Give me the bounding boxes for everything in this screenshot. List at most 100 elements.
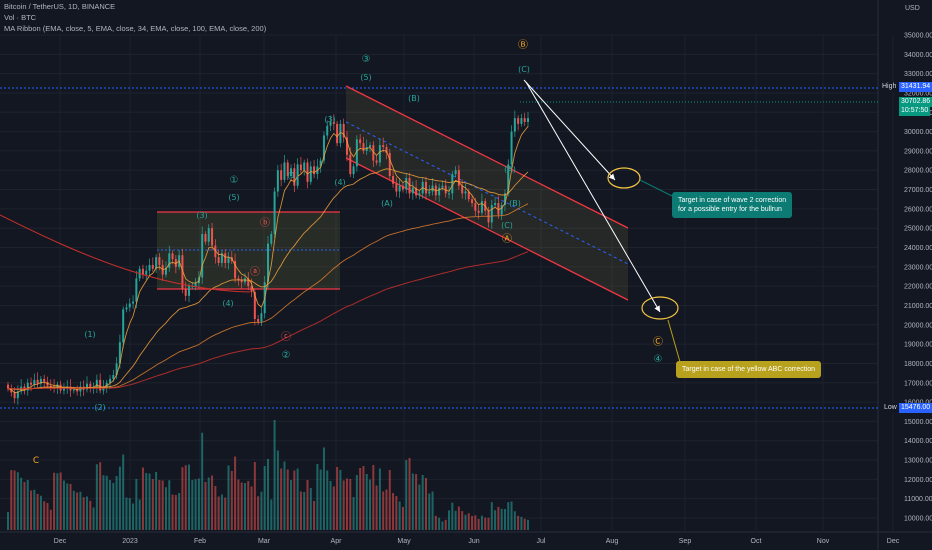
candle-body [148, 264, 151, 271]
volume-bar [326, 470, 329, 530]
volume-bar [474, 515, 477, 530]
volume-bar [128, 498, 131, 530]
volume-bar [286, 469, 289, 530]
price-tick-label: 30000.00 [904, 129, 932, 136]
candle-body [520, 118, 523, 124]
volume-bar [89, 500, 92, 530]
volume-bar [428, 493, 431, 530]
candle-body [102, 387, 105, 391]
candle-body [30, 382, 33, 385]
volume-bar [355, 475, 358, 530]
volume-bar [85, 496, 88, 530]
volume-bar [313, 501, 316, 530]
time-tick-label: May [397, 538, 411, 545]
candle-body [122, 309, 125, 343]
volume-bar [527, 519, 529, 530]
wave-label: (5) [360, 73, 371, 82]
candle-body [339, 123, 342, 144]
candle-body [267, 243, 269, 283]
candle-body [467, 191, 470, 200]
wave-label: ④ [654, 354, 663, 365]
volume-bar [494, 510, 497, 530]
ema-200-line [8, 251, 529, 390]
volume-bar [434, 515, 437, 530]
candle-body [372, 145, 375, 161]
candle-body [214, 245, 217, 258]
candle-body [99, 379, 102, 391]
candle-body [10, 388, 13, 393]
price-tick-label: 26000.00 [904, 206, 932, 213]
candle-body [385, 147, 388, 153]
volume-bar [273, 420, 276, 530]
volume-bar [161, 480, 164, 530]
volume-bar [375, 485, 378, 530]
volume-bar [230, 471, 233, 530]
volume-bar [164, 487, 167, 530]
volume-bar [523, 518, 526, 530]
last-price: 30702.86 [899, 97, 932, 107]
volume-bar [306, 480, 309, 530]
candle-body [276, 170, 279, 192]
volume-bar [270, 499, 273, 530]
volume-bar [454, 510, 457, 530]
volume-bar [30, 490, 33, 530]
volume-bar [296, 468, 299, 530]
volume-bar [59, 472, 62, 530]
volume-bar [471, 516, 474, 530]
volume-bar [66, 483, 69, 530]
volume-bar [497, 506, 500, 530]
candle-body [438, 187, 441, 196]
volume-bar [257, 496, 260, 530]
wave2-callout-line2: for a possible entry for the bullrun [678, 206, 782, 213]
volume-bar [240, 482, 243, 530]
candle-body [477, 210, 480, 213]
candle-body [43, 378, 46, 382]
candle-body [286, 162, 289, 177]
volume-bar [23, 482, 26, 530]
volume-bar [237, 479, 240, 530]
volume-bar [424, 478, 427, 530]
candle-body [405, 177, 408, 190]
volume-bar [448, 510, 451, 530]
candle-body [145, 270, 148, 275]
volume-bar [115, 476, 118, 530]
candle-body [401, 185, 404, 190]
wave-label: (5) [228, 193, 239, 202]
wave-label: C [33, 456, 39, 466]
candle-body [309, 166, 312, 182]
volume-bar [319, 469, 322, 530]
candle-body [62, 388, 65, 391]
volume-bar [220, 494, 223, 530]
wave-label: ⓑ [260, 217, 270, 229]
candle-body [227, 257, 230, 263]
volume-bar [174, 495, 177, 530]
candle-body [33, 379, 36, 385]
volume-bar [33, 489, 36, 530]
arrow-to-wave2-target [523, 79, 616, 181]
volume-bar [490, 502, 493, 530]
volume-bar [227, 465, 230, 530]
volume-bar [309, 488, 312, 530]
volume-bar [507, 502, 510, 530]
volume-bar [79, 491, 82, 530]
candle-body [388, 152, 391, 177]
candle-body [85, 383, 88, 390]
candle-body [428, 191, 431, 194]
time-tick-label: Dec [887, 538, 900, 545]
price-tick-label: 12000.00 [904, 477, 932, 484]
candle-body [253, 291, 256, 320]
candle-body [273, 191, 276, 234]
volume-bar [329, 481, 332, 530]
candle-body [500, 205, 503, 215]
countdown: 10:57:50 [899, 106, 931, 116]
volume-bar [263, 466, 266, 530]
candle-body [369, 145, 372, 148]
candle-body [461, 185, 464, 194]
candle-body [517, 118, 520, 124]
candle-body [290, 168, 293, 177]
volume-bar [372, 465, 375, 530]
volume-bar [362, 466, 365, 530]
candle-body [283, 162, 286, 180]
